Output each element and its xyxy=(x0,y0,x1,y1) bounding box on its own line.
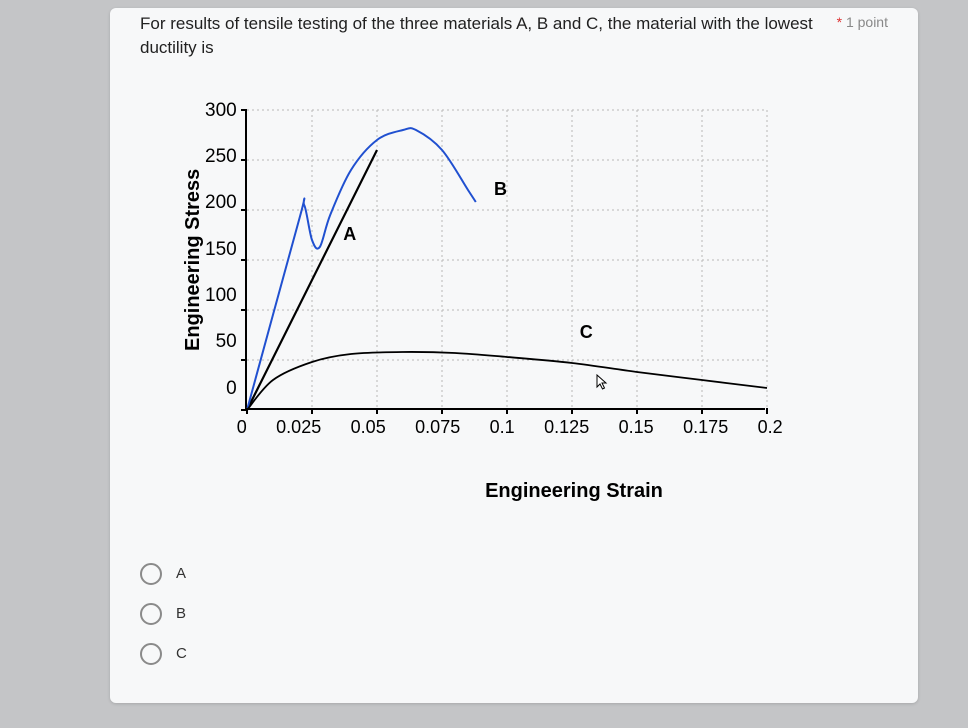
option-c[interactable]: C xyxy=(140,643,888,665)
y-axis-ticks: 300 250 200 150 100 50 0 xyxy=(205,100,245,400)
y-tick-label: 300 xyxy=(205,100,237,122)
y-tick-label: 50 xyxy=(216,331,237,353)
x-tick-label: 0.1 xyxy=(490,417,515,438)
radio-icon[interactable] xyxy=(140,563,162,585)
x-tick-label: 0 xyxy=(237,417,247,438)
x-tick-label: 0.2 xyxy=(758,417,783,438)
x-tick-label: 0.15 xyxy=(619,417,654,438)
radio-icon[interactable] xyxy=(140,603,162,625)
option-b[interactable]: B xyxy=(140,603,888,625)
option-label: A xyxy=(176,565,186,582)
points-text: 1 point xyxy=(846,14,888,30)
annotation-b: B xyxy=(494,179,507,199)
plot-svg: A B C xyxy=(247,110,767,410)
option-label: C xyxy=(176,645,187,662)
y-tick-label: 0 xyxy=(226,378,237,400)
required-star: * xyxy=(837,14,842,30)
radio-icon[interactable] xyxy=(140,643,162,665)
option-a[interactable]: A xyxy=(140,563,888,585)
annotation-c: C xyxy=(580,322,593,342)
x-tick-label: 0.125 xyxy=(544,417,589,438)
y-tick-label: 150 xyxy=(205,239,237,261)
series-b xyxy=(247,128,476,410)
x-tick-label: 0.025 xyxy=(276,417,321,438)
y-axis-label: Engineering Stress xyxy=(180,110,205,410)
x-tick-label: 0.05 xyxy=(351,417,386,438)
answer-options: A B C xyxy=(140,563,888,665)
annotation-a: A xyxy=(343,224,356,244)
x-tick-label: 0.175 xyxy=(683,417,728,438)
points-label: * 1 point xyxy=(825,12,888,30)
question-text: For results of tensile testing of the th… xyxy=(140,12,825,60)
y-tick-label: 100 xyxy=(205,285,237,307)
y-tick-label: 250 xyxy=(205,146,237,168)
x-axis-label: Engineering Strain xyxy=(260,480,888,503)
x-axis-ticks: 0 0.025 0.05 0.075 0.1 0.125 0.15 0.175 0.2 xyxy=(237,417,783,438)
y-tick-label: 200 xyxy=(205,192,237,214)
option-label: B xyxy=(176,605,186,622)
question-header: For results of tensile testing of the th… xyxy=(140,8,888,60)
x-tick-label: 0.075 xyxy=(415,417,460,438)
question-card: For results of tensile testing of the th… xyxy=(110,8,918,703)
stress-strain-chart: Engineering Stress 300250200150100500 AB… xyxy=(180,110,888,410)
plot-area: ABC 00.0250.050.0750.10.1250.150.1750.2 xyxy=(245,110,765,410)
